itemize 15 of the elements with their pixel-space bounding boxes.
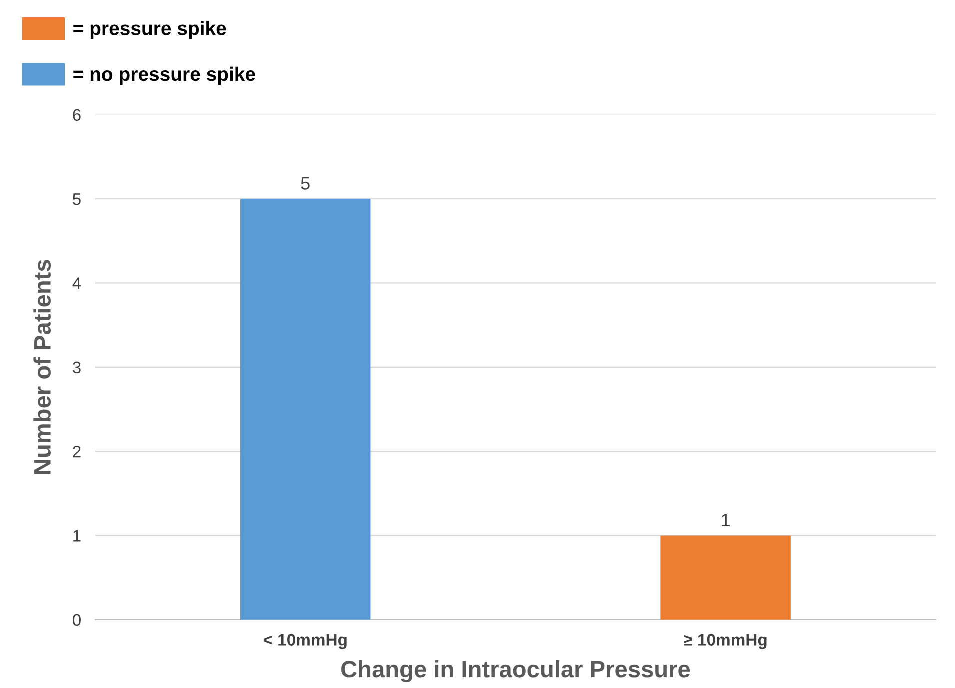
y-tick-label: 5 <box>73 194 81 206</box>
x-tick-label: < 10mmHg <box>264 634 347 650</box>
data-label: 1 <box>722 514 730 526</box>
legend-label: = pressure spike <box>74 21 226 40</box>
data-label: 5 <box>301 177 310 190</box>
x-axis-title: Change in Intraocular Pressure <box>342 660 690 683</box>
legend-label: = no pressure spike <box>74 66 256 86</box>
y-tick-label: 2 <box>73 446 81 458</box>
y-tick-label: 1 <box>74 530 81 542</box>
y-tick-label: 4 <box>72 278 82 290</box>
y-tick-label: 3 <box>72 362 81 374</box>
y-tick-label: 6 <box>73 109 81 122</box>
y-axis-title: Number of Patients <box>34 260 52 474</box>
x-tick-label: ≥ 10mmHg <box>684 634 767 650</box>
y-tick-label: 0 <box>72 614 81 626</box>
